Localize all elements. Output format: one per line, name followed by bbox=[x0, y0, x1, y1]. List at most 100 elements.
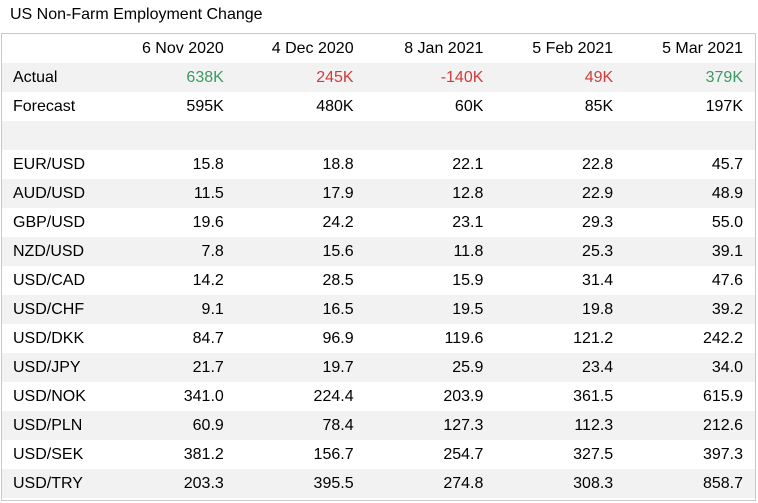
date-header: 4 Dec 2020 bbox=[271, 39, 354, 57]
pair-value: 361.5 bbox=[573, 387, 614, 405]
pair-value: 11.8 bbox=[365, 237, 496, 266]
pair-label: USD/TRY bbox=[2, 469, 106, 498]
pair-value: 112.3 bbox=[495, 411, 626, 440]
pair-value: 29.3 bbox=[582, 213, 614, 231]
pair-value: 14.2 bbox=[192, 271, 224, 289]
pair-value: 23.1 bbox=[452, 213, 484, 231]
pair-value: 9.1 bbox=[106, 295, 236, 324]
pair-value: 327.5 bbox=[573, 445, 614, 463]
pair-value: 15.9 bbox=[452, 271, 484, 289]
pair-value: 78.4 bbox=[235, 411, 366, 440]
actual-value: -140K bbox=[365, 63, 496, 92]
pair-value: 84.7 bbox=[192, 329, 224, 347]
pair-label: GBP/USD bbox=[13, 213, 86, 231]
pair-value: 34.0 bbox=[625, 353, 755, 382]
actual-value: 49K bbox=[495, 63, 626, 92]
pair-label: USD/DKK bbox=[13, 329, 85, 347]
pair-value: 156.7 bbox=[313, 445, 354, 463]
employment-table: 6 Nov 2020 4 Dec 2020 8 Jan 2021 5 Feb 2… bbox=[2, 34, 755, 498]
table-row: NZD/USD 7.8 15.6 11.8 25.3 39.1 bbox=[2, 237, 755, 266]
pair-value: 55.0 bbox=[711, 213, 743, 231]
pair-value: 395.5 bbox=[235, 469, 366, 498]
pair-value: 11.5 bbox=[106, 179, 236, 208]
spacer-cell bbox=[365, 121, 496, 150]
pair-label: USD/CHF bbox=[2, 295, 106, 324]
pair-value: 60.9 bbox=[106, 411, 236, 440]
table-row: AUD/USD 11.5 17.9 12.8 22.9 48.9 bbox=[2, 179, 755, 208]
date-header: 5 Feb 2021 bbox=[532, 39, 614, 57]
currency-pair-rows: EUR/USD 15.8 18.8 22.1 22.8 45.7 AUD/USD 11.5 17… bbox=[2, 150, 755, 498]
pair-value: 18.8 bbox=[322, 155, 354, 173]
pair-value: 96.9 bbox=[322, 329, 354, 347]
forecast-value: 197K bbox=[705, 97, 743, 115]
table-row: USD/TRY 203.3 395.5 274.8 308.3 858.7 bbox=[2, 469, 755, 498]
pair-value: 16.5 bbox=[235, 295, 366, 324]
table-title: US Non-Farm Employment Change bbox=[10, 6, 263, 23]
pair-value: 7.8 bbox=[106, 237, 236, 266]
pair-value: 341.0 bbox=[183, 387, 224, 405]
table-row: USD/JPY 21.7 19.7 25.9 23.4 34.0 bbox=[2, 353, 755, 382]
pair-value: 397.3 bbox=[702, 445, 743, 463]
forecast-value: 85K bbox=[584, 97, 614, 115]
pair-value: 22.9 bbox=[495, 179, 626, 208]
pair-value: 23.4 bbox=[495, 353, 626, 382]
pair-value: 31.4 bbox=[582, 271, 614, 289]
pair-value: 19.8 bbox=[495, 295, 626, 324]
pair-value: 47.6 bbox=[711, 271, 743, 289]
pair-value: 615.9 bbox=[702, 387, 743, 405]
pair-value: 24.2 bbox=[322, 213, 354, 231]
forecast-value: 60K bbox=[454, 97, 484, 115]
header-corner bbox=[2, 34, 106, 63]
pair-value: 212.6 bbox=[625, 411, 755, 440]
pair-value: 127.3 bbox=[365, 411, 496, 440]
pair-value: 15.8 bbox=[192, 155, 224, 173]
spacer-cell bbox=[495, 121, 626, 150]
pair-value: 25.9 bbox=[365, 353, 496, 382]
pair-value: 45.7 bbox=[711, 155, 743, 173]
row-label: Actual bbox=[2, 63, 106, 92]
spacer-row bbox=[2, 121, 755, 150]
table-row: USD/NOK 341.0 224.4 203.9 361.5 615.9 bbox=[2, 382, 755, 411]
header-row: 6 Nov 2020 4 Dec 2020 8 Jan 2021 5 Feb 2… bbox=[2, 34, 755, 63]
spacer-cell bbox=[106, 121, 236, 150]
table-row: EUR/USD 15.8 18.8 22.1 22.8 45.7 bbox=[2, 150, 755, 179]
pair-value: 203.3 bbox=[106, 469, 236, 498]
pair-value: 15.6 bbox=[235, 237, 366, 266]
pair-label: EUR/USD bbox=[13, 155, 86, 173]
pair-value: 254.7 bbox=[443, 445, 484, 463]
pair-value: 19.6 bbox=[192, 213, 224, 231]
table-row: USD/PLN 60.9 78.4 127.3 112.3 212.6 bbox=[2, 411, 755, 440]
pair-label: NZD/USD bbox=[2, 237, 106, 266]
pair-value: 28.5 bbox=[322, 271, 354, 289]
pair-value: 21.7 bbox=[106, 353, 236, 382]
pair-value: 858.7 bbox=[625, 469, 755, 498]
pair-value: 22.1 bbox=[452, 155, 484, 173]
forecast-value: 480K bbox=[316, 97, 354, 115]
pair-value: 242.2 bbox=[702, 329, 743, 347]
date-header: 5 Mar 2021 bbox=[662, 39, 743, 57]
table-row: USD/CAD 14.2 28.5 15.9 31.4 47.6 bbox=[2, 266, 755, 295]
actual-value: 638K bbox=[106, 63, 236, 92]
pair-value: 39.2 bbox=[625, 295, 755, 324]
pair-label: USD/JPY bbox=[2, 353, 106, 382]
actual-row: Actual 638K 245K -140K 49K 379K bbox=[2, 63, 755, 92]
table-row: USD/DKK 84.7 96.9 119.6 121.2 242.2 bbox=[2, 324, 755, 353]
spacer-cell bbox=[2, 121, 106, 150]
pair-value: 119.6 bbox=[444, 329, 484, 347]
date-header: 6 Nov 2020 bbox=[141, 39, 224, 57]
pair-label: AUD/USD bbox=[2, 179, 106, 208]
forecast-value: 595K bbox=[186, 97, 224, 115]
pair-value: 203.9 bbox=[443, 387, 484, 405]
pair-value: 121.2 bbox=[573, 329, 614, 347]
data-table-frame: 6 Nov 2020 4 Dec 2020 8 Jan 2021 5 Feb 2… bbox=[1, 33, 756, 501]
pair-label: USD/CAD bbox=[13, 271, 86, 289]
pair-label: USD/PLN bbox=[2, 411, 106, 440]
pair-value: 308.3 bbox=[495, 469, 626, 498]
actual-value: 379K bbox=[625, 63, 755, 92]
pair-label: USD/SEK bbox=[13, 445, 84, 463]
row-label: Forecast bbox=[13, 97, 76, 115]
pair-value: 17.9 bbox=[235, 179, 366, 208]
pair-value: 12.8 bbox=[365, 179, 496, 208]
forecast-row: Forecast 595K 480K 60K 85K 197K bbox=[2, 92, 755, 121]
pair-label: USD/NOK bbox=[13, 387, 86, 405]
